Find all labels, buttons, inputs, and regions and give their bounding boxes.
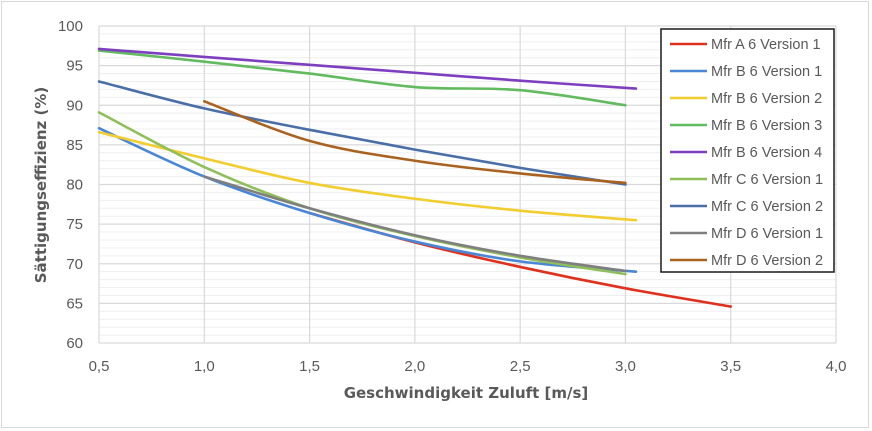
y-tick-label: 70 <box>66 256 83 273</box>
legend: Mfr A 6 Version 1 Mfr B 6 Version 1 Mfr B … <box>660 28 835 273</box>
x-tick-label: 1,5 <box>299 358 320 375</box>
legend-label: Mfr C 6 Version 1 <box>711 172 823 188</box>
x-tick-label: 4,0 <box>826 358 847 375</box>
legend-label: Mfr D 6 Version 2 <box>711 253 823 269</box>
legend-label: Mfr A 6 Version 1 <box>711 37 821 53</box>
series-line-mfr-d-6-version-1 <box>202 175 627 273</box>
legend-label: Mfr B 6 Version 2 <box>711 91 822 107</box>
x-tick-label: 3,5 <box>720 358 741 375</box>
y-tick-label: 90 <box>66 97 83 114</box>
legend-label: Mfr B 6 Version 1 <box>711 64 822 80</box>
legend-item-mfr-c-6-version-1: Mfr C 6 Version 1 <box>670 172 823 188</box>
legend-item-mfr-b-6-version-1: Mfr B 6 Version 1 <box>670 64 822 80</box>
legend-item-mfr-d-6-version-2: Mfr D 6 Version 2 <box>670 253 823 269</box>
series-line-mfr-c-6-version-2 <box>97 80 627 186</box>
y-axis-title: Sättigungseffizienz (%) <box>32 87 50 284</box>
x-tick-label: 3,0 <box>615 358 636 375</box>
legend-item-mfr-b-6-version-2: Mfr B 6 Version 2 <box>670 91 822 107</box>
y-tick-label: 60 <box>66 335 83 352</box>
series-lines <box>97 47 733 308</box>
x-tick-label: 2,0 <box>404 358 425 375</box>
x-tick-label: 2,5 <box>510 358 531 375</box>
legend-item-mfr-c-6-version-2: Mfr C 6 Version 2 <box>670 199 823 215</box>
y-tick-label: 80 <box>66 177 83 194</box>
legend-item-mfr-a-6-version-1: Mfr A 6 Version 1 <box>670 37 821 53</box>
series-line-mfr-d-6-version-2 <box>202 99 627 185</box>
legend-item-mfr-b-6-version-3: Mfr B 6 Version 3 <box>670 118 822 134</box>
legend-label: Mfr D 6 Version 1 <box>711 226 823 242</box>
x-tick-label: 0,5 <box>89 358 110 375</box>
y-tick-label: 100 <box>58 18 83 35</box>
legend-label: Mfr C 6 Version 2 <box>711 199 823 215</box>
legend-box <box>660 28 835 273</box>
legend-label: Mfr B 6 Version 3 <box>711 118 822 134</box>
legend-item-mfr-b-6-version-4: Mfr B 6 Version 4 <box>670 145 822 161</box>
y-axis-tick-labels: 60 65 70 75 80 85 90 95 100 <box>58 18 83 352</box>
series-line-mfr-b-6-version-1 <box>97 126 638 273</box>
x-axis-title: Geschwindigkeit Zuluft [m/s] <box>344 384 589 402</box>
y-tick-label: 65 <box>66 295 83 312</box>
series-line-mfr-b-6-version-3 <box>97 49 627 107</box>
legend-item-mfr-d-6-version-1: Mfr D 6 Version 1 <box>670 226 823 242</box>
series-line-mfr-b-6-version-2 <box>97 130 638 222</box>
series-line-mfr-b-6-version-4 <box>97 47 638 90</box>
legend-label: Mfr B 6 Version 4 <box>711 145 822 161</box>
x-tick-label: 1,0 <box>194 358 215 375</box>
y-tick-label: 85 <box>66 137 83 154</box>
y-tick-label: 75 <box>66 216 83 233</box>
x-axis-tick-labels: 0,5 1,0 1,5 2,0 2,5 3,0 3,5 4,0 <box>89 358 847 375</box>
y-tick-label: 95 <box>66 58 83 75</box>
